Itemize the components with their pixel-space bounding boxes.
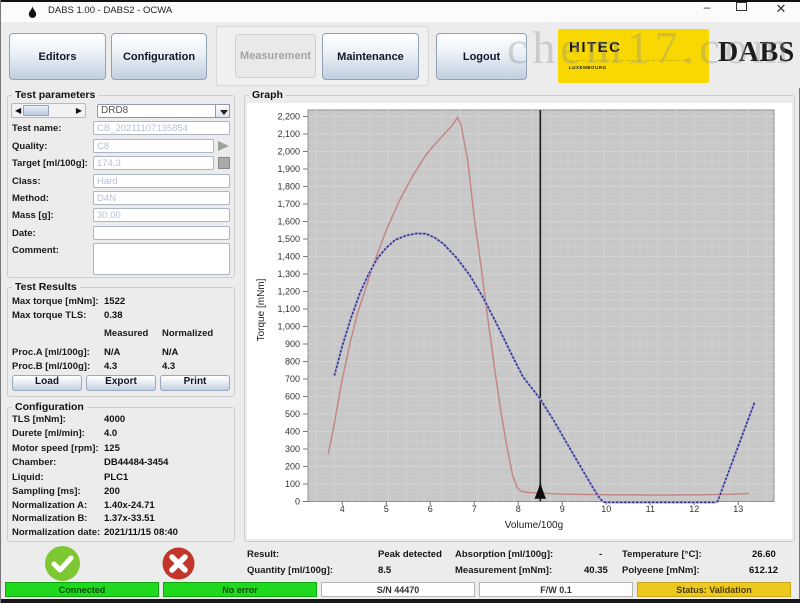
svg-text:5: 5: [384, 504, 389, 514]
svg-text:1,500: 1,500: [277, 234, 300, 244]
svg-text:1,100: 1,100: [277, 304, 300, 314]
svg-text:0: 0: [295, 497, 300, 507]
svg-text:300: 300: [285, 444, 300, 454]
svg-text:6: 6: [428, 504, 433, 514]
svg-text:1,800: 1,800: [277, 182, 300, 192]
svg-text:2,000: 2,000: [277, 147, 300, 157]
svg-text:12: 12: [689, 504, 699, 514]
svg-text:1,900: 1,900: [277, 164, 300, 174]
svg-text:900: 900: [285, 339, 300, 349]
svg-text:8: 8: [516, 504, 521, 514]
svg-text:Volume/100g: Volume/100g: [505, 520, 563, 531]
svg-text:1,000: 1,000: [277, 322, 300, 332]
svg-text:11: 11: [646, 504, 655, 514]
svg-text:1,600: 1,600: [277, 217, 300, 227]
svg-text:Torque [mNm]: Torque [mNm]: [256, 278, 267, 341]
svg-text:13: 13: [733, 504, 743, 514]
svg-text:800: 800: [285, 357, 300, 367]
svg-text:2,100: 2,100: [277, 129, 300, 139]
svg-text:1,700: 1,700: [277, 199, 300, 209]
svg-text:200: 200: [285, 462, 300, 472]
svg-text:600: 600: [285, 392, 300, 402]
svg-text:1,300: 1,300: [277, 269, 300, 279]
svg-text:9: 9: [560, 504, 565, 514]
svg-text:4: 4: [340, 504, 345, 514]
svg-text:1,200: 1,200: [277, 287, 300, 297]
svg-text:2,200: 2,200: [277, 112, 300, 122]
svg-text:700: 700: [285, 374, 300, 384]
svg-text:10: 10: [601, 504, 611, 514]
svg-text:100: 100: [285, 479, 300, 489]
svg-text:500: 500: [285, 409, 300, 419]
svg-text:7: 7: [472, 504, 477, 514]
svg-text:1,400: 1,400: [277, 252, 300, 262]
svg-text:400: 400: [285, 427, 300, 437]
